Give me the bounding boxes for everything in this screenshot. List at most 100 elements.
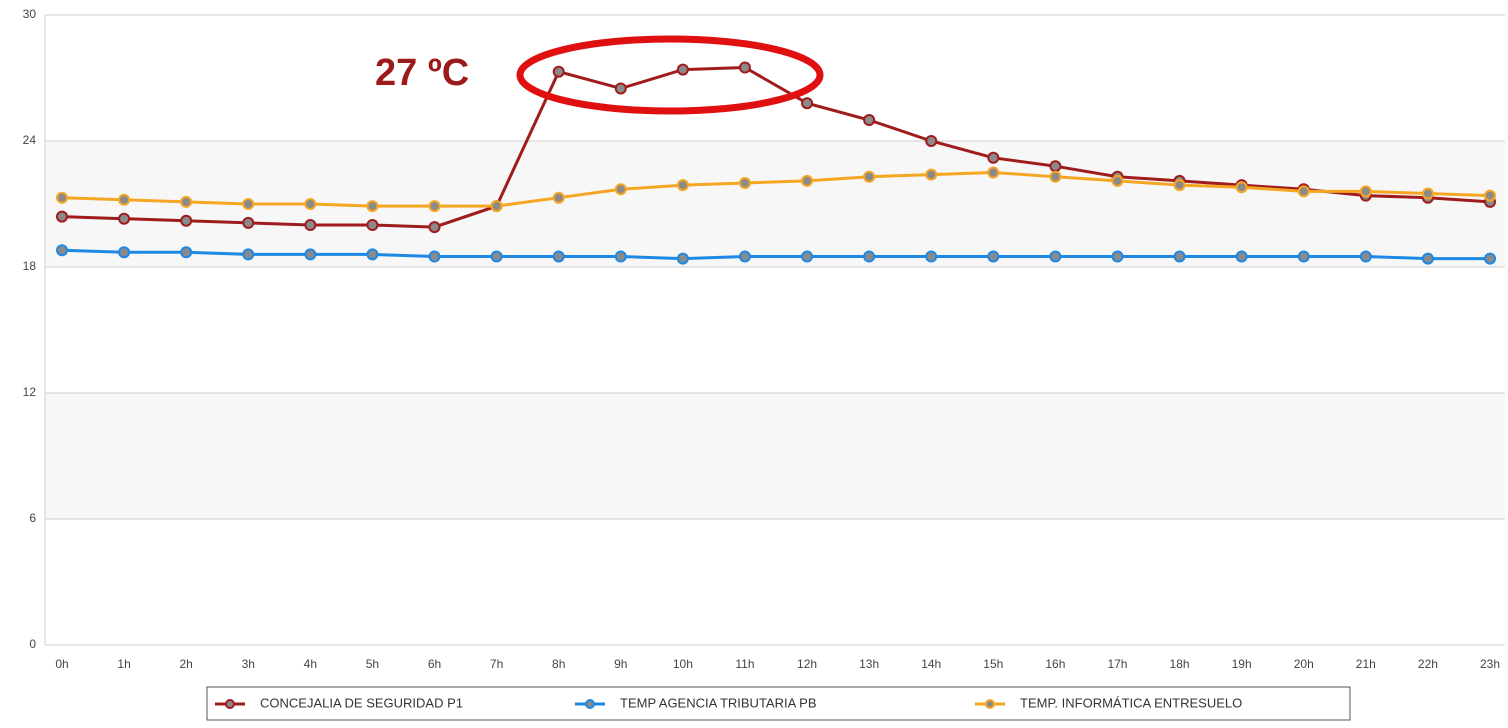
annotation: 27 ºC — [375, 52, 469, 94]
point — [863, 250, 876, 263]
x-tick-label: 5h — [366, 657, 379, 671]
point — [118, 193, 131, 206]
x-tick-label: 16h — [1045, 657, 1065, 671]
point — [1235, 250, 1248, 263]
point — [1111, 250, 1124, 263]
point — [242, 248, 255, 261]
x-tick-label: 3h — [242, 657, 255, 671]
point — [1235, 181, 1248, 194]
point — [987, 166, 1000, 179]
point — [490, 250, 503, 263]
point — [56, 191, 68, 204]
point — [428, 200, 441, 213]
x-tick-label: 10h — [673, 657, 693, 671]
plot-bg: 0 6 12 18 24 30 0h 1h 2h 3h 4h 5h 6h 7h 8h 9h 10h 11h 12h 1… — [23, 7, 1505, 671]
point — [801, 174, 814, 187]
point — [738, 61, 751, 74]
point — [987, 151, 1000, 164]
x-tick-label: 11h — [735, 657, 754, 671]
point — [304, 219, 317, 231]
y-tick-label: 6 — [29, 511, 36, 525]
point — [552, 250, 565, 263]
point — [1173, 250, 1186, 263]
legend-label: TEMP AGENCIA TRIBUTARIA PB — [620, 695, 817, 710]
point — [676, 252, 689, 265]
point — [366, 200, 379, 213]
x-tick-label: 7h — [490, 657, 503, 671]
point — [801, 250, 814, 263]
point — [242, 198, 255, 210]
x-tick-label: 19h — [1232, 657, 1252, 671]
point — [1421, 252, 1434, 265]
point — [738, 250, 751, 263]
point — [863, 170, 876, 183]
x-tick-label: 13h — [859, 657, 879, 671]
point — [56, 244, 68, 257]
point — [1359, 250, 1372, 263]
point — [552, 65, 565, 78]
legend-label: CONCEJALIA DE SEGURIDAD P1 — [260, 695, 463, 710]
x-tick-label: 2h — [179, 657, 192, 671]
x-tick-label: 9h — [614, 657, 627, 671]
point — [118, 246, 131, 259]
x-tick-label: 22h — [1418, 657, 1438, 671]
point — [304, 248, 317, 261]
point — [1049, 160, 1062, 173]
point — [1297, 250, 1310, 263]
point — [1049, 170, 1062, 183]
x-tick-label: 8h — [552, 657, 565, 671]
point — [304, 198, 317, 210]
point — [242, 216, 255, 229]
point — [925, 135, 938, 147]
point — [366, 219, 379, 231]
x-tick-label: 1h — [117, 657, 130, 671]
point — [738, 177, 751, 189]
x-tick-label: 17h — [1107, 657, 1127, 671]
band — [45, 393, 1505, 519]
point — [676, 63, 689, 76]
point — [180, 246, 193, 259]
point — [1421, 187, 1434, 200]
point — [490, 200, 503, 213]
y-tick-label: 24 — [23, 133, 37, 147]
point — [925, 250, 938, 263]
point — [987, 250, 1000, 263]
legend-marker — [585, 699, 595, 709]
y-tick-label: 12 — [23, 385, 37, 399]
point — [552, 191, 565, 204]
point — [428, 250, 441, 263]
x-tick-label: 4h — [304, 657, 317, 671]
series-line — [61, 248, 1490, 261]
point — [801, 97, 814, 110]
x-tick-label: 21h — [1356, 657, 1376, 671]
point — [1049, 250, 1062, 263]
x-tick-label: 14h — [921, 657, 941, 671]
point — [180, 195, 193, 208]
point — [676, 179, 689, 192]
point — [428, 221, 441, 234]
point — [614, 82, 627, 95]
x-tick-label: 15h — [983, 657, 1003, 671]
point — [925, 168, 938, 181]
highlight-ellipse — [516, 35, 824, 115]
y-tick-label: 0 — [29, 637, 36, 651]
point — [366, 248, 379, 261]
point — [614, 183, 627, 196]
x-tick-label: 6h — [428, 657, 441, 671]
x-tick-label: 12h — [797, 657, 817, 671]
legend-box — [206, 686, 1351, 721]
point — [1297, 185, 1310, 198]
series-line — [61, 170, 1491, 208]
y-tick-label: 18 — [23, 259, 37, 273]
point — [118, 212, 131, 225]
point — [1111, 174, 1124, 187]
legend-marker — [985, 699, 995, 709]
x-tick-label: 18h — [1170, 657, 1190, 671]
x-tick-label: 0h — [55, 657, 68, 671]
point — [614, 250, 627, 263]
point — [1173, 179, 1186, 192]
point — [180, 214, 193, 227]
legend-label: TEMP. INFORMÁTICA ENTRESUELO — [1020, 695, 1242, 710]
point — [1484, 189, 1496, 202]
